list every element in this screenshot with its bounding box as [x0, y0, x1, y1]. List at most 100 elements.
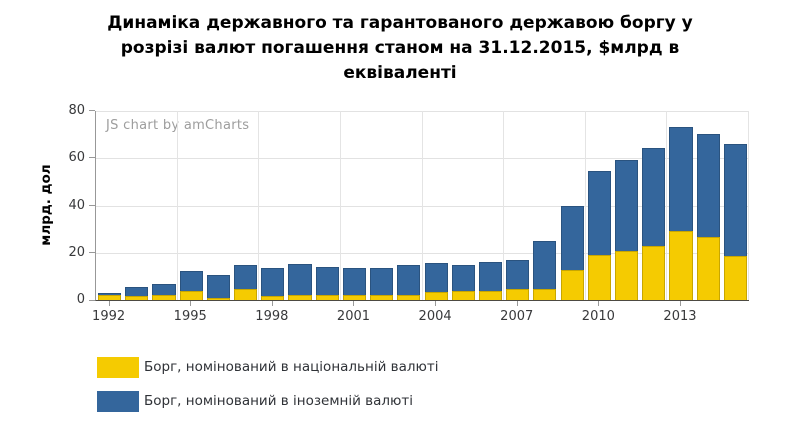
x-axis-label-2004: 2004: [418, 309, 452, 324]
bar-segment-foreign-2010[interactable]: [587, 170, 611, 256]
bar-segment-foreign-1995[interactable]: [179, 271, 203, 292]
x-axis-tick-2001: [353, 301, 355, 306]
amcharts-watermark-link[interactable]: JS chart by amCharts: [106, 118, 250, 133]
bar-2010: [587, 170, 611, 300]
y-axis-tick-80: [89, 110, 95, 111]
y-axis-label-20: 20: [68, 244, 85, 260]
legend-item-national-currency[interactable]: Борг, номінований в національній валюті: [97, 357, 438, 378]
x-axis-label-2010: 2010: [581, 309, 615, 324]
bar-1992: [98, 292, 122, 300]
bar-segment-national-1999[interactable]: [288, 295, 312, 300]
bar-segment-national-2011[interactable]: [614, 250, 639, 300]
bar-segment-foreign-2004[interactable]: [424, 262, 448, 293]
gridline-x-6: [584, 111, 586, 300]
bar-segment-national-1993[interactable]: [125, 295, 149, 300]
bar-2015: [723, 143, 747, 300]
bar-segment-national-2015[interactable]: [723, 255, 747, 300]
bar-segment-foreign-1997[interactable]: [234, 264, 258, 289]
x-axis-label-2013: 2013: [663, 309, 697, 324]
legend-swatch-national-icon: [97, 357, 139, 378]
gridline-x-7: [666, 111, 668, 300]
legend-label-foreign: Борг, номінований в іноземній валюті: [144, 393, 413, 409]
bar-segment-national-2003[interactable]: [397, 294, 421, 300]
x-axis-tick-1998: [271, 301, 273, 306]
bar-segment-foreign-2008[interactable]: [533, 241, 557, 290]
x-axis-label-2001: 2001: [336, 309, 371, 324]
x-axis-tick-1995: [190, 301, 192, 306]
legend-swatch-foreign-icon: [97, 391, 139, 412]
bar-segment-national-1996[interactable]: [206, 298, 230, 300]
chart-title-line-2: розрізі валют погашення станом на 31.12.…: [120, 38, 680, 58]
chart-title-line-1: Динаміка державного та гарантованого дер…: [107, 13, 693, 33]
bar-segment-foreign-2014[interactable]: [696, 133, 720, 238]
bar-2014: [696, 133, 720, 300]
y-axis-label-80: 80: [68, 103, 85, 118]
bar-segment-foreign-2011[interactable]: [614, 159, 639, 251]
bar-segment-national-2012[interactable]: [642, 246, 666, 300]
x-axis-tick-2007: [516, 301, 518, 306]
bar-segment-national-2004[interactable]: [424, 292, 448, 300]
x-axis-label-1998: 1998: [255, 309, 289, 324]
y-axis-tick-20: [89, 251, 95, 253]
bar-segment-foreign-2009[interactable]: [560, 206, 584, 271]
legend-label-national: Борг, номінований в національній валюті: [144, 359, 439, 375]
bar-segment-national-1994[interactable]: [152, 295, 176, 300]
bar-segment-foreign-2001[interactable]: [342, 267, 367, 296]
bar-segment-foreign-1992[interactable]: [98, 292, 122, 296]
bar-2011: [614, 159, 639, 300]
x-axis-tick-2013: [679, 301, 681, 306]
bar-1997: [234, 264, 258, 300]
bar-segment-national-1998[interactable]: [261, 295, 285, 300]
legend-item-foreign-currency[interactable]: Борг, номінований в іноземній валюті: [97, 391, 438, 412]
chart-title-line-3: еквіваленті: [343, 63, 457, 83]
chart-title: Динаміка державного та гарантованого дер…: [0, 11, 800, 86]
bar-segment-national-1995[interactable]: [179, 291, 203, 300]
x-axis-tick-1992: [108, 301, 110, 306]
bar-segment-foreign-2007[interactable]: [506, 259, 530, 289]
bar-segment-national-2014[interactable]: [696, 237, 720, 300]
y-axis-label-60: 60: [68, 150, 85, 166]
y-axis-tick-0: [89, 300, 95, 301]
bar-segment-national-2013[interactable]: [669, 231, 693, 300]
bar-1993: [125, 286, 149, 300]
bar-segment-national-2005[interactable]: [451, 291, 475, 300]
bar-segment-foreign-1994[interactable]: [152, 284, 176, 296]
bar-segment-national-1992[interactable]: [98, 295, 122, 300]
bar-segment-foreign-2006[interactable]: [478, 262, 503, 292]
bar-segment-foreign-2002[interactable]: [370, 267, 394, 296]
bar-segment-national-2009[interactable]: [560, 270, 584, 300]
bar-segment-foreign-1999[interactable]: [288, 263, 312, 296]
bar-2009: [560, 206, 584, 300]
bar-segment-foreign-2012[interactable]: [642, 148, 666, 247]
bar-2008: [533, 241, 557, 300]
bar-segment-foreign-2003[interactable]: [397, 265, 421, 295]
bar-2000: [315, 267, 339, 300]
bar-segment-foreign-2015[interactable]: [723, 143, 747, 256]
bar-segment-national-2001[interactable]: [342, 295, 367, 300]
bar-segment-foreign-2013[interactable]: [669, 126, 693, 232]
bar-segment-foreign-1996[interactable]: [206, 274, 230, 299]
bar-segment-national-2007[interactable]: [506, 288, 530, 300]
x-axis-label-1992: 1992: [92, 309, 126, 324]
bar-segment-foreign-2005[interactable]: [451, 264, 475, 292]
bar-1999: [288, 263, 312, 300]
bar-segment-foreign-1998[interactable]: [261, 267, 285, 296]
bar-1994: [152, 284, 176, 300]
x-axis-tick-2004: [435, 301, 437, 306]
bar-segment-foreign-1993[interactable]: [125, 286, 149, 296]
gridline-x-8: [748, 111, 749, 300]
bar-segment-national-2000[interactable]: [315, 295, 339, 300]
bar-segment-national-2002[interactable]: [370, 295, 394, 300]
bar-2002: [370, 267, 394, 300]
bar-2007: [506, 259, 530, 300]
y-axis-tick-40: [89, 204, 95, 206]
x-axis-label-1995: 1995: [173, 309, 207, 324]
bar-segment-foreign-2000[interactable]: [315, 267, 339, 296]
bar-segment-national-2006[interactable]: [478, 291, 503, 300]
bar-segment-national-2010[interactable]: [587, 255, 611, 300]
bar-2004: [424, 262, 448, 300]
gridline-y-20: [96, 252, 749, 254]
bar-segment-national-2008[interactable]: [533, 289, 557, 300]
y-axis-label-40: 40: [68, 197, 85, 213]
bar-segment-national-1997[interactable]: [234, 288, 258, 300]
